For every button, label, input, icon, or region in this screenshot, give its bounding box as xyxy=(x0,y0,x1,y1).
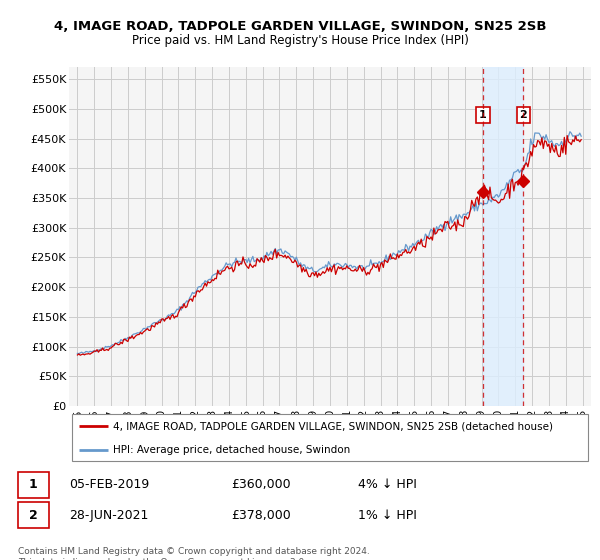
FancyBboxPatch shape xyxy=(18,502,49,529)
Text: £360,000: £360,000 xyxy=(231,478,290,492)
Text: HPI: Average price, detached house, Swindon: HPI: Average price, detached house, Swin… xyxy=(113,445,350,455)
Text: 2: 2 xyxy=(29,509,38,522)
Text: 28-JUN-2021: 28-JUN-2021 xyxy=(70,509,149,522)
Text: 1% ↓ HPI: 1% ↓ HPI xyxy=(358,509,416,522)
Text: 1: 1 xyxy=(479,110,487,120)
FancyBboxPatch shape xyxy=(18,472,49,498)
Text: 4, IMAGE ROAD, TADPOLE GARDEN VILLAGE, SWINDON, SN25 2SB (detached house): 4, IMAGE ROAD, TADPOLE GARDEN VILLAGE, S… xyxy=(113,421,553,431)
Text: 2: 2 xyxy=(520,110,527,120)
Text: 4% ↓ HPI: 4% ↓ HPI xyxy=(358,478,416,492)
Bar xyxy=(483,67,523,406)
Text: Price paid vs. HM Land Registry's House Price Index (HPI): Price paid vs. HM Land Registry's House … xyxy=(131,34,469,46)
Text: Contains HM Land Registry data © Crown copyright and database right 2024.
This d: Contains HM Land Registry data © Crown c… xyxy=(18,548,370,560)
Text: 1: 1 xyxy=(29,478,38,492)
Text: 4, IMAGE ROAD, TADPOLE GARDEN VILLAGE, SWINDON, SN25 2SB: 4, IMAGE ROAD, TADPOLE GARDEN VILLAGE, S… xyxy=(54,20,546,32)
Text: £378,000: £378,000 xyxy=(231,509,290,522)
FancyBboxPatch shape xyxy=(71,414,589,461)
Text: 05-FEB-2019: 05-FEB-2019 xyxy=(70,478,150,492)
